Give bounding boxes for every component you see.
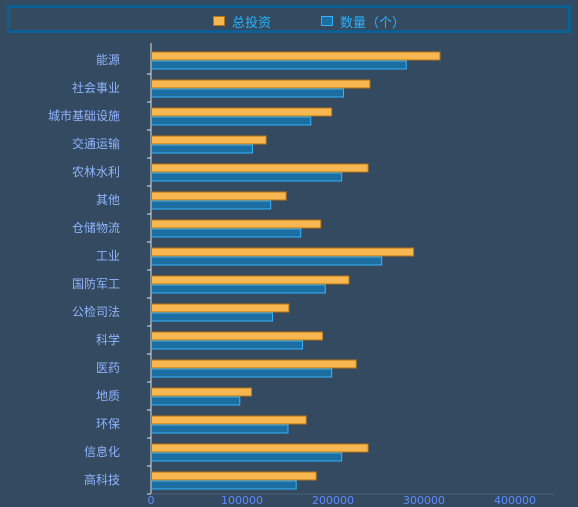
bar-total-investment <box>151 387 253 397</box>
bar-count <box>151 228 302 238</box>
legend: 总投资 数量（个） <box>7 5 571 33</box>
bar-count <box>151 60 407 70</box>
category-label: 环保 <box>96 417 120 431</box>
bar-total-investment <box>151 107 333 117</box>
bar-count <box>151 480 297 490</box>
x-tick-label: 200000 <box>312 494 354 507</box>
category-label: 国防军工 <box>72 276 120 291</box>
category-label: 高科技 <box>84 472 120 487</box>
bar-count <box>151 284 326 294</box>
bar-total-investment <box>151 79 371 89</box>
bar-total-investment <box>151 219 322 229</box>
legend-swatch-total-investment <box>213 16 225 26</box>
category-label: 地质 <box>96 389 120 403</box>
bar-count <box>151 116 312 126</box>
bar-count <box>151 368 333 378</box>
legend-label-count: 数量（个） <box>340 15 406 31</box>
category-label: 能源 <box>96 53 120 67</box>
bar-total-investment <box>151 51 441 61</box>
bar-total-investment <box>151 303 290 313</box>
bar-total-investment <box>151 359 357 369</box>
legend-label-total-investment: 总投资 <box>232 15 272 31</box>
bar-count <box>151 424 289 434</box>
category-label: 交通运输 <box>72 136 120 151</box>
bar-total-investment <box>151 471 317 481</box>
bar-total-investment <box>151 135 267 145</box>
category-label: 农林水利 <box>72 165 120 179</box>
bar-count <box>151 312 274 322</box>
bar-count <box>151 340 304 350</box>
legend-item-count[interactable]: 数量（个） <box>321 12 406 31</box>
category-label: 科学 <box>96 332 120 347</box>
category-label: 城市基础设施 <box>48 108 120 123</box>
bar-count <box>151 172 343 182</box>
category-label: 公检司法 <box>72 304 120 319</box>
category-label: 其他 <box>96 193 120 207</box>
bar-count <box>151 256 383 266</box>
bar-total-investment <box>151 247 415 257</box>
x-tick-label: 300000 <box>403 494 445 507</box>
bar-count <box>151 396 241 406</box>
x-tick-label: 0 <box>148 494 155 507</box>
bar-total-investment <box>151 443 369 453</box>
category-label: 仓储物流 <box>72 220 120 235</box>
bar-count <box>151 88 345 98</box>
bar-total-investment <box>151 331 324 341</box>
legend-swatch-count <box>321 16 333 26</box>
bar-total-investment <box>151 191 287 201</box>
bar-total-investment <box>151 415 307 425</box>
bar-count <box>151 200 272 210</box>
category-label: 社会事业 <box>72 80 120 95</box>
category-label: 医药 <box>96 361 120 375</box>
category-label: 工业 <box>96 249 120 263</box>
x-tick-label: 400000 <box>494 494 536 507</box>
bar-total-investment <box>151 275 350 285</box>
bar-count <box>151 144 254 154</box>
x-tick-label: 100000 <box>221 494 263 507</box>
category-label: 信息化 <box>84 444 120 459</box>
bar-count <box>151 452 343 462</box>
legend-item-total-investment[interactable]: 总投资 <box>213 12 272 31</box>
bar-total-investment <box>151 163 369 173</box>
